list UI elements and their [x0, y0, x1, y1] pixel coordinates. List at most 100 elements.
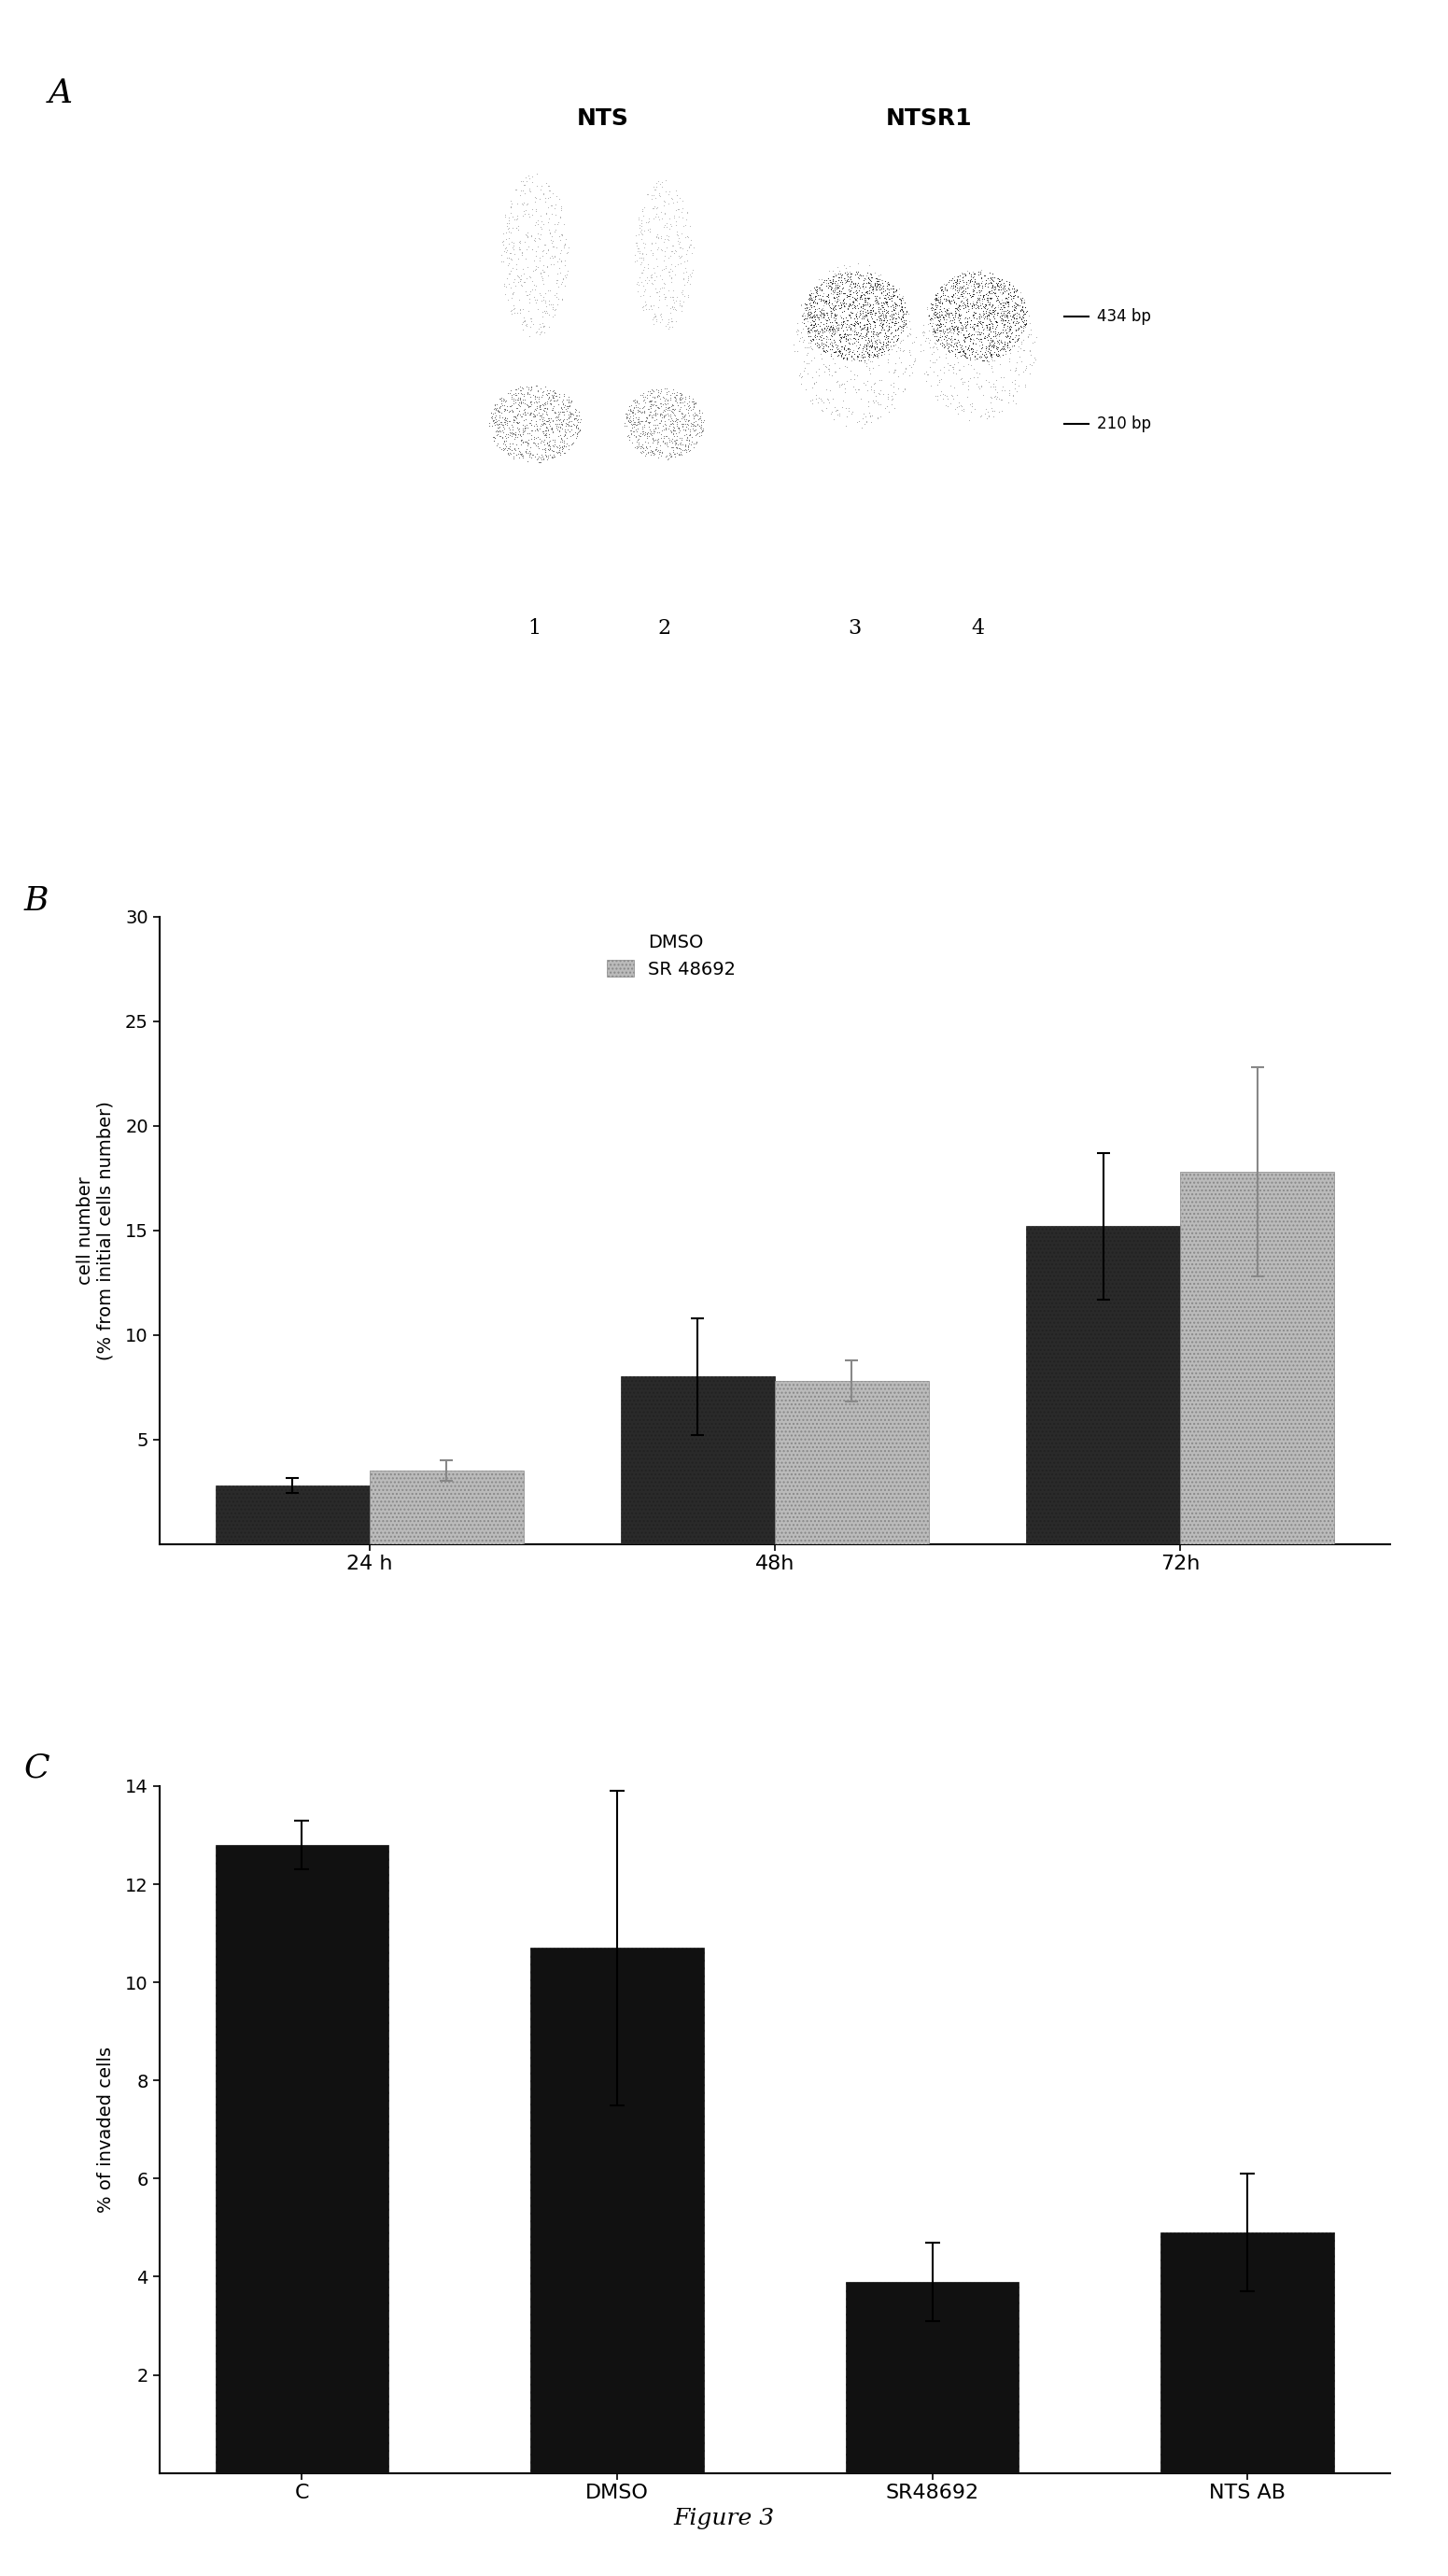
Point [854, 278, 877, 319]
Point [614, 397, 637, 438]
Point [657, 173, 681, 214]
Point [833, 286, 856, 327]
Point [660, 399, 683, 440]
Point [835, 252, 859, 294]
Point [534, 291, 557, 332]
Text: 3: 3 [849, 618, 862, 639]
Point [484, 397, 507, 438]
Point [633, 270, 656, 312]
Point [489, 379, 513, 420]
Point [985, 301, 1008, 343]
Point [526, 278, 549, 319]
Point [501, 407, 524, 448]
Point [870, 327, 893, 368]
Point [893, 304, 917, 345]
Point [880, 299, 904, 340]
Point [1012, 281, 1035, 322]
Point [872, 294, 895, 335]
Point [565, 389, 588, 430]
Point [515, 384, 539, 425]
Point [944, 296, 967, 337]
Point [669, 376, 692, 417]
Point [672, 397, 695, 438]
Point [501, 227, 524, 268]
Point [854, 343, 877, 384]
Point [515, 211, 539, 252]
Point [636, 242, 659, 283]
Point [980, 304, 1003, 345]
Point [967, 250, 990, 291]
Point [665, 404, 688, 446]
Point [925, 278, 948, 319]
Point [946, 286, 969, 327]
Point [866, 335, 889, 376]
Point [880, 319, 904, 361]
Point [659, 204, 682, 245]
Point [544, 273, 568, 314]
Point [870, 327, 893, 368]
Point [879, 363, 902, 404]
Point [626, 392, 649, 433]
Point [912, 312, 935, 353]
Point [947, 268, 970, 309]
Point [505, 294, 529, 335]
Point [838, 294, 862, 335]
Point [820, 392, 843, 433]
Point [549, 376, 572, 417]
Point [634, 422, 657, 464]
Point [500, 374, 523, 415]
Point [815, 314, 838, 355]
Point [863, 327, 886, 368]
Point [688, 412, 711, 453]
Point [830, 317, 853, 358]
Point [815, 281, 838, 322]
Point [857, 381, 880, 422]
Point [511, 379, 534, 420]
Point [944, 265, 967, 307]
Point [951, 309, 975, 350]
Point [992, 291, 1015, 332]
Point [502, 198, 526, 240]
Point [835, 314, 859, 355]
Point [831, 304, 854, 345]
Point [531, 204, 555, 245]
Point [668, 407, 691, 448]
Point [885, 283, 908, 325]
Point [487, 404, 510, 446]
Point [529, 237, 552, 278]
Point [669, 381, 692, 422]
Point [628, 204, 652, 245]
Point [992, 358, 1015, 399]
Point [534, 394, 557, 435]
Point [835, 337, 859, 379]
Point [505, 255, 529, 296]
Point [925, 337, 948, 379]
Point [653, 206, 676, 247]
Point [875, 314, 898, 355]
Point [796, 353, 820, 394]
Point [818, 291, 841, 332]
Point [960, 260, 983, 301]
Point [822, 286, 846, 327]
Point [521, 433, 544, 474]
Point [969, 250, 992, 291]
Point [921, 335, 944, 376]
Point [875, 317, 898, 358]
Point [815, 345, 838, 386]
Point [641, 384, 665, 425]
Point [1009, 327, 1032, 368]
Point [646, 185, 669, 227]
Point [972, 276, 995, 317]
Point [505, 402, 529, 443]
Point [513, 301, 536, 343]
Point [948, 283, 972, 325]
Point [846, 252, 869, 294]
Point [963, 260, 986, 301]
Point [835, 337, 859, 379]
Point [802, 307, 825, 348]
Point [969, 314, 992, 355]
Point [802, 286, 825, 327]
Point [873, 299, 896, 340]
Point [799, 294, 822, 335]
Point [963, 389, 986, 430]
